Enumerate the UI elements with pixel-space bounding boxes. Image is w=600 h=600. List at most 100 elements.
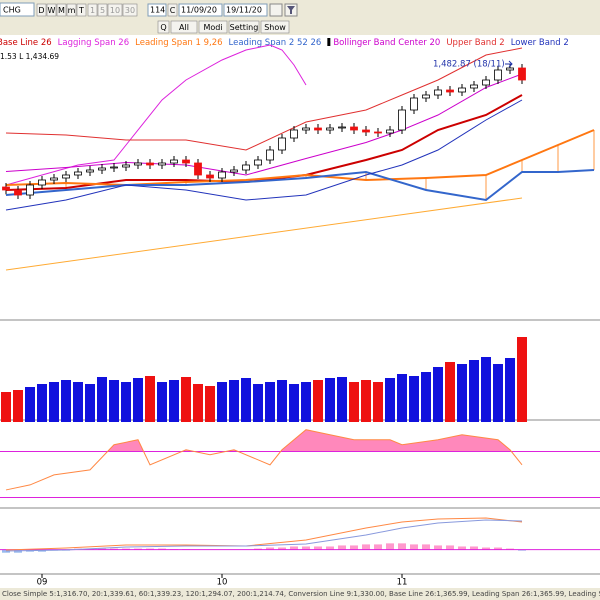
oscillator-area — [6, 429, 522, 452]
candle-body — [38, 179, 46, 186]
volume-bar — [49, 382, 59, 422]
x-tick-label: 11 — [397, 578, 408, 588]
macd-histogram-bar — [482, 547, 490, 550]
macd-histogram-bar — [386, 543, 394, 550]
candle-body — [182, 159, 190, 164]
count-input[interactable] — [147, 3, 167, 17]
legend-entry: Leading Span 2 52 26 — [229, 38, 322, 48]
indicator-line — [5, 197, 523, 271]
icon-button[interactable] — [269, 3, 283, 17]
button[interactable] — [228, 20, 260, 34]
date-to[interactable]: 19/11/20 — [226, 6, 262, 15]
candle-body — [458, 87, 466, 93]
price-annotation: 1,482.87 (18/11) — [433, 60, 505, 70]
volume-bar — [337, 377, 347, 422]
filter-icon — [287, 6, 295, 14]
date-from[interactable]: 11/09/20 — [181, 6, 217, 15]
volume-bar — [217, 382, 227, 422]
legend-entry: Lower Band 2 — [511, 38, 569, 48]
macd-histogram-bar — [506, 548, 514, 550]
button[interactable] — [198, 20, 228, 34]
volume-bar — [97, 377, 107, 422]
indicator-line — [5, 129, 595, 187]
button-label[interactable]: 1 — [90, 6, 95, 15]
button-label[interactable]: Modi — [203, 23, 222, 32]
button-label[interactable]: Show — [264, 23, 286, 32]
button[interactable] — [76, 3, 87, 17]
button[interactable] — [170, 20, 198, 34]
button[interactable] — [87, 3, 98, 17]
button[interactable] — [36, 3, 47, 17]
button[interactable] — [66, 3, 77, 17]
volume-bar — [433, 367, 443, 422]
button[interactable] — [46, 3, 57, 17]
volume-bar — [1, 392, 11, 422]
button[interactable] — [97, 3, 108, 17]
volume-bar — [145, 376, 155, 422]
candle-body — [374, 131, 382, 134]
legend-entry: Leading Span 1 9,26 — [135, 38, 222, 48]
indicator-line — [5, 99, 523, 211]
button[interactable] — [56, 3, 67, 17]
volume-bar — [121, 382, 131, 422]
date-input[interactable] — [223, 3, 268, 17]
macd-histogram-bar — [2, 549, 10, 553]
button-label[interactable]: 5 — [100, 6, 105, 15]
volume-bar — [37, 384, 47, 422]
macd-histogram-bar — [266, 547, 274, 550]
legend-entry: Lagging Span 26 — [58, 38, 130, 48]
volume-bar — [73, 382, 83, 422]
status-bar — [0, 588, 600, 600]
volume-bar — [193, 384, 203, 422]
date-input[interactable] — [178, 3, 223, 17]
candle-body — [278, 137, 286, 151]
candle-body — [446, 89, 454, 93]
oscillator-line — [5, 429, 523, 491]
count-value[interactable]: 114 — [150, 6, 165, 15]
macd-histogram-bar — [326, 546, 334, 550]
candle-body — [2, 186, 10, 191]
button-label[interactable]: All — [179, 23, 189, 32]
button-label[interactable]: T — [78, 6, 84, 15]
button-label[interactable]: W — [48, 6, 56, 15]
button[interactable] — [167, 3, 178, 17]
macd-histogram-bar — [110, 548, 118, 550]
macd-histogram-bar — [518, 549, 526, 551]
candle-body — [14, 189, 22, 196]
button-label[interactable]: 30 — [125, 6, 135, 15]
button-label[interactable]: Q — [160, 23, 166, 32]
macd-histogram-bar — [362, 544, 370, 550]
button-label[interactable]: 10 — [110, 6, 120, 15]
button-label[interactable]: m — [68, 6, 76, 15]
candle-body — [218, 171, 226, 179]
select[interactable] — [0, 2, 35, 17]
button-label[interactable]: Setting — [230, 23, 259, 32]
button-label[interactable]: D — [38, 6, 44, 15]
volume-bar — [277, 380, 287, 422]
macd-histogram-bar — [338, 545, 346, 550]
button[interactable] — [260, 20, 290, 34]
candle-body — [482, 79, 490, 86]
volume-bar — [445, 362, 455, 422]
macd-histogram-bar — [446, 545, 454, 550]
macd-histogram-bar — [158, 548, 166, 550]
volume-bar — [421, 372, 431, 422]
button-label[interactable]: C — [170, 6, 176, 15]
button-label[interactable]: M — [58, 6, 65, 15]
button[interactable] — [107, 3, 123, 17]
volume-bar — [181, 377, 191, 422]
button[interactable] — [122, 3, 138, 17]
legend-entry: Upper Band 2 — [446, 38, 504, 48]
legend-marker — [327, 38, 331, 46]
select-label[interactable]: CHG — [3, 6, 21, 15]
candle-body — [494, 69, 502, 81]
volume-bar — [457, 364, 467, 422]
button[interactable] — [157, 20, 170, 34]
macd-histogram-bar — [314, 546, 322, 550]
macd-histogram-bar — [374, 544, 382, 550]
volume-bar — [349, 382, 359, 422]
x-tick-label: 10 — [217, 578, 228, 588]
status-text: Close Simple 5:1,316.70, 20:1,339.61, 60… — [2, 590, 600, 598]
macd-histogram-bar — [146, 548, 154, 550]
